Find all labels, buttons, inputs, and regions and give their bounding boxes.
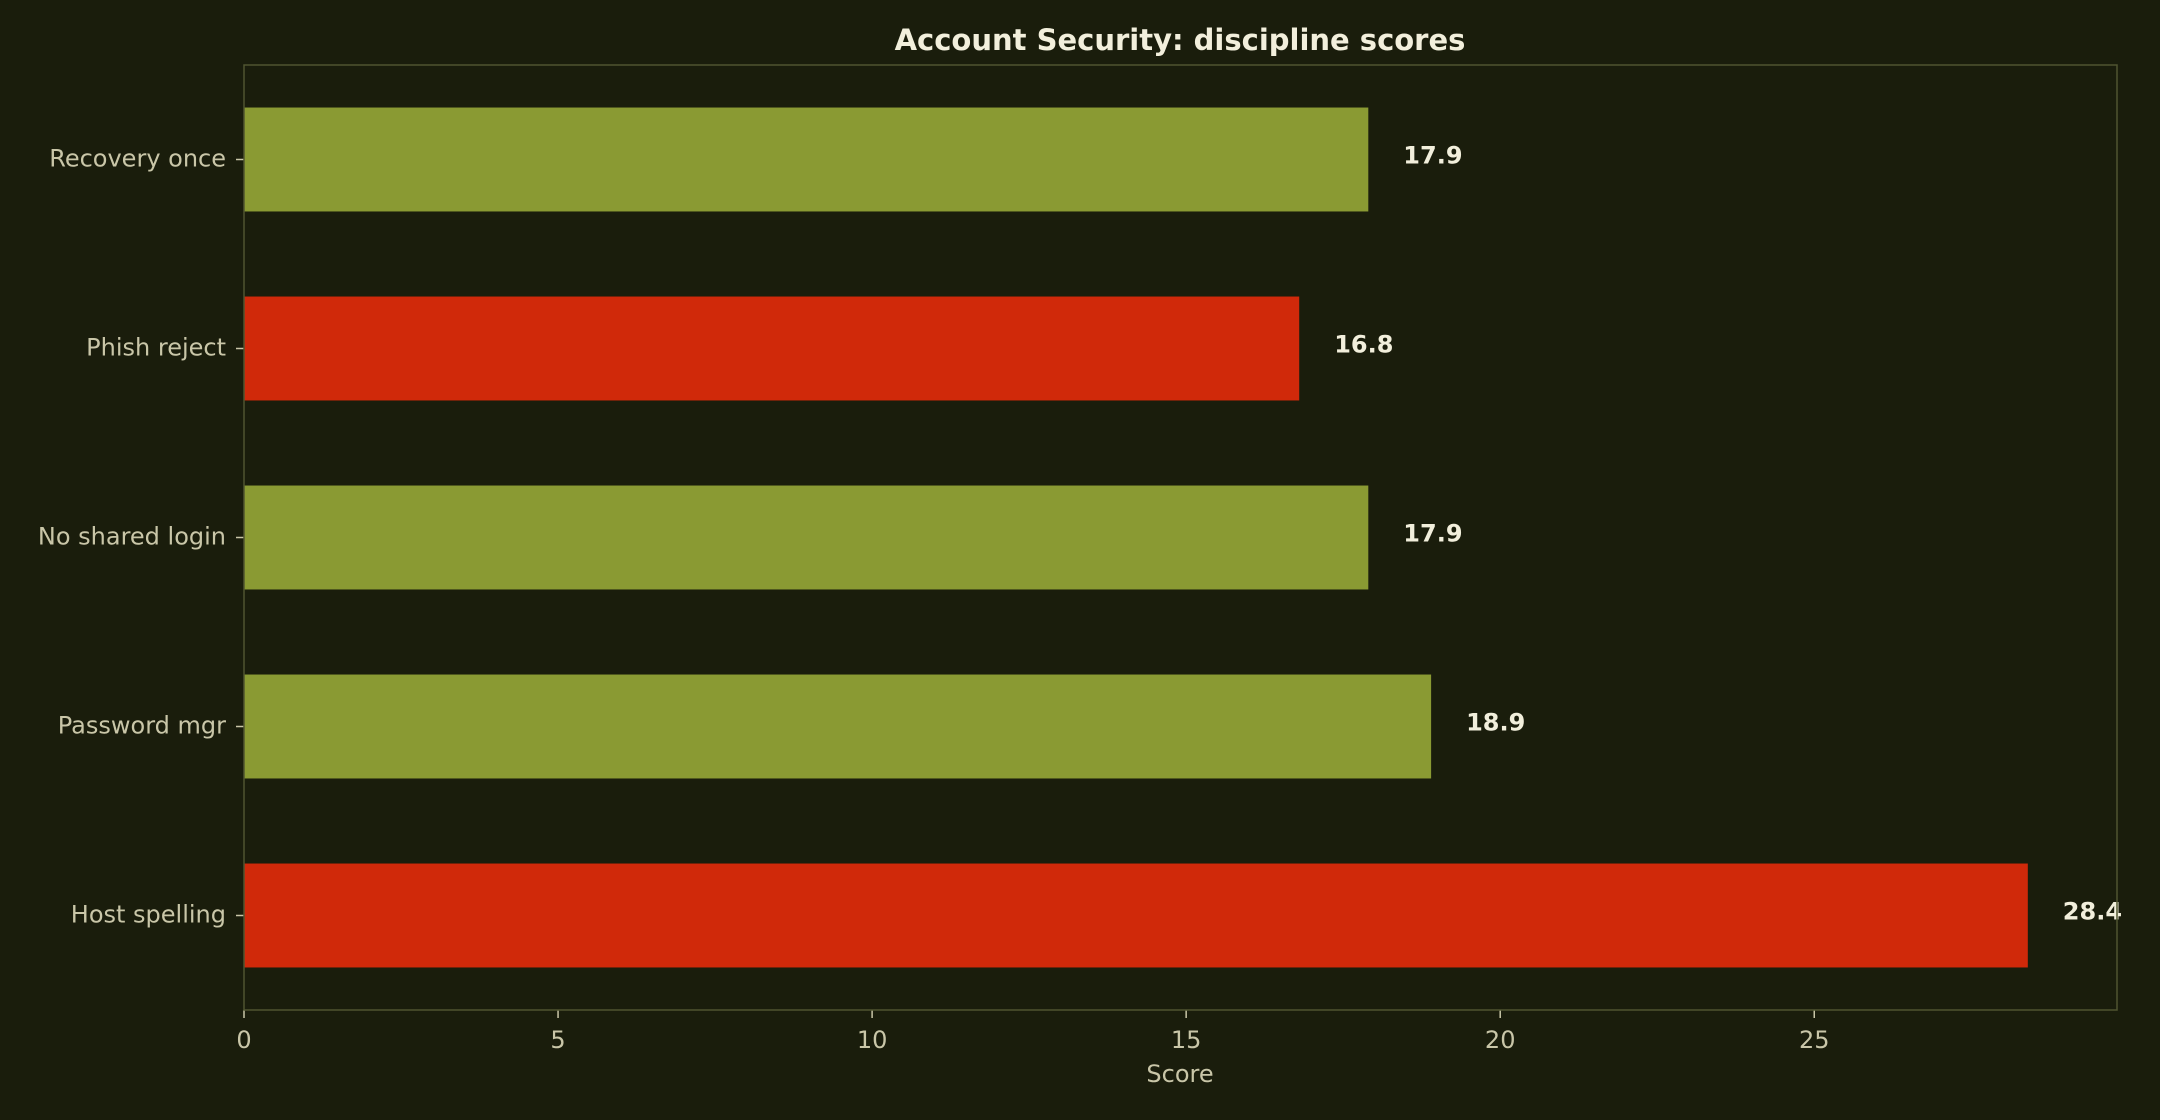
chart-title: Account Security: discipline scores (895, 23, 1466, 57)
x-tick-label: 10 (857, 1026, 888, 1054)
y-tick-label: Host spelling (71, 901, 226, 929)
x-tick-label: 20 (1485, 1026, 1516, 1054)
value-labels-layer: 28.4 18.9 17.9 16.8 17.9 (1334, 142, 2122, 926)
x-tick-label: 0 (236, 1026, 251, 1054)
value-label: 17.9 (1403, 520, 1462, 548)
value-label: 28.4 (2063, 898, 2122, 926)
y-tick-label: No shared login (38, 523, 226, 551)
x-tick-label: 15 (1171, 1026, 1202, 1054)
x-axis: 0 5 10 15 20 25 (236, 1010, 1830, 1054)
bar-host-spelling (244, 863, 2028, 968)
value-label: 16.8 (1334, 331, 1393, 359)
x-axis-label: Score (1146, 1060, 1213, 1088)
bar-no-shared-login (244, 485, 1369, 590)
bar-phish-reject (244, 296, 1300, 401)
bar-password-mgr (244, 674, 1432, 779)
plot-frame (243, 64, 2118, 1011)
y-tick-label: Password mgr (58, 712, 226, 740)
value-label: 17.9 (1403, 142, 1462, 170)
x-tick-label: 25 (1799, 1026, 1830, 1054)
bar-recovery-once (244, 107, 1369, 212)
y-tick-label: Recovery once (49, 145, 226, 173)
bars-layer (244, 107, 2028, 968)
y-axis: Host spelling Password mgr No shared login… (38, 145, 244, 929)
value-label: 18.9 (1466, 709, 1525, 737)
x-tick-label: 5 (550, 1026, 565, 1054)
y-tick-label: Phish reject (86, 334, 226, 362)
